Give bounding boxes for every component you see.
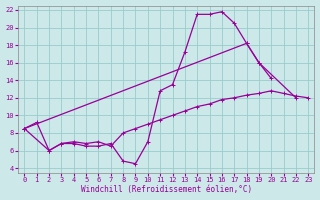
X-axis label: Windchill (Refroidissement éolien,°C): Windchill (Refroidissement éolien,°C) — [81, 185, 252, 194]
